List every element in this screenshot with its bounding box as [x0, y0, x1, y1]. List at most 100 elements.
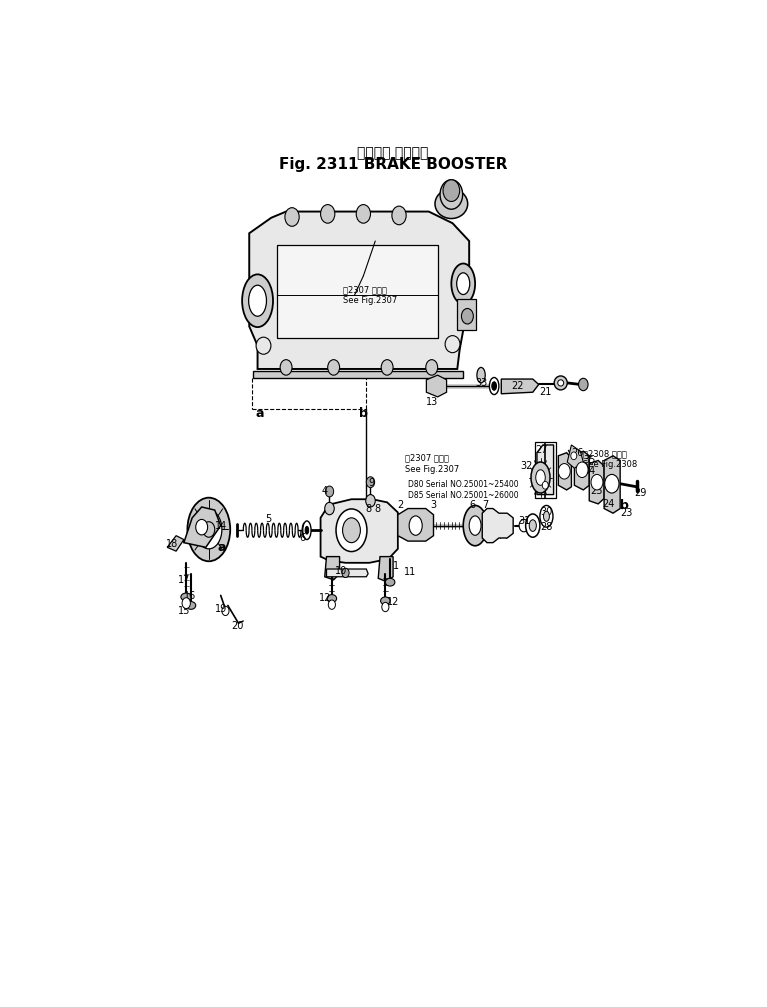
- Text: D80 Serial NO.25001~25400
D85 Serial NO.25001~26000: D80 Serial NO.25001~25400 D85 Serial NO.…: [408, 480, 518, 500]
- Circle shape: [321, 204, 335, 224]
- Ellipse shape: [380, 597, 390, 604]
- Ellipse shape: [303, 521, 311, 540]
- Circle shape: [576, 462, 588, 477]
- Ellipse shape: [544, 512, 549, 522]
- Circle shape: [325, 486, 334, 496]
- Text: ブレーキ ブースタ: ブレーキ ブースタ: [357, 146, 429, 160]
- Bar: [457, 299, 476, 330]
- Text: 17: 17: [178, 575, 190, 585]
- Circle shape: [285, 207, 299, 227]
- Circle shape: [382, 602, 389, 611]
- Polygon shape: [398, 509, 433, 541]
- Text: 図2307 図参照
See Fig.2307: 図2307 図参照 See Fig.2307: [343, 285, 397, 305]
- Ellipse shape: [435, 189, 468, 219]
- Ellipse shape: [536, 469, 545, 485]
- Text: a: a: [218, 541, 226, 554]
- Text: 7: 7: [482, 500, 489, 511]
- Text: 2: 2: [397, 500, 403, 511]
- Text: 9: 9: [368, 478, 374, 488]
- Ellipse shape: [540, 506, 553, 527]
- Polygon shape: [574, 451, 589, 490]
- Text: 19: 19: [215, 604, 227, 614]
- Ellipse shape: [555, 376, 568, 390]
- Text: b: b: [359, 408, 368, 421]
- Circle shape: [366, 494, 375, 507]
- Polygon shape: [482, 509, 513, 543]
- Circle shape: [367, 476, 374, 487]
- Ellipse shape: [443, 180, 459, 201]
- Text: 31: 31: [518, 516, 530, 526]
- Text: 24: 24: [602, 498, 614, 509]
- Ellipse shape: [529, 520, 536, 532]
- Text: 29: 29: [634, 488, 647, 498]
- Polygon shape: [184, 507, 221, 548]
- Ellipse shape: [451, 264, 475, 304]
- Ellipse shape: [343, 518, 360, 543]
- Polygon shape: [502, 379, 538, 394]
- Text: 3: 3: [430, 500, 436, 511]
- Circle shape: [558, 463, 570, 479]
- Text: 図2307 図参照
See Fig.2307: 図2307 図参照 See Fig.2307: [405, 453, 459, 473]
- Ellipse shape: [181, 593, 192, 601]
- Ellipse shape: [186, 601, 196, 609]
- Ellipse shape: [477, 368, 486, 383]
- Text: 20: 20: [232, 621, 244, 631]
- Circle shape: [328, 359, 340, 376]
- Circle shape: [324, 502, 334, 515]
- Ellipse shape: [558, 380, 564, 386]
- Ellipse shape: [525, 514, 540, 537]
- Text: 8: 8: [365, 504, 371, 514]
- Circle shape: [392, 206, 407, 225]
- Ellipse shape: [469, 516, 481, 536]
- Ellipse shape: [492, 382, 496, 391]
- Text: 10: 10: [335, 566, 347, 576]
- Ellipse shape: [327, 594, 337, 602]
- Ellipse shape: [249, 285, 266, 316]
- Text: 32: 32: [520, 461, 532, 471]
- Ellipse shape: [256, 337, 271, 354]
- Text: 23: 23: [621, 509, 633, 519]
- Text: 22: 22: [511, 381, 523, 391]
- Text: b: b: [621, 498, 629, 512]
- Text: 4: 4: [322, 486, 328, 496]
- Text: 11: 11: [403, 567, 416, 577]
- Text: 26: 26: [571, 448, 584, 458]
- Text: 8: 8: [374, 504, 380, 514]
- Circle shape: [280, 359, 292, 376]
- Ellipse shape: [305, 527, 308, 534]
- Text: 28: 28: [541, 523, 553, 532]
- Text: 16: 16: [184, 591, 196, 601]
- Text: Fig. 2311 BRAKE BOOSTER: Fig. 2311 BRAKE BOOSTER: [279, 157, 507, 172]
- Text: 30: 30: [541, 507, 553, 517]
- Polygon shape: [327, 569, 368, 577]
- Polygon shape: [558, 453, 571, 490]
- Polygon shape: [426, 376, 446, 397]
- Polygon shape: [568, 445, 583, 468]
- Circle shape: [462, 308, 473, 324]
- Circle shape: [604, 474, 619, 493]
- Ellipse shape: [531, 462, 550, 493]
- Text: 12: 12: [319, 593, 331, 603]
- Text: 13: 13: [426, 397, 439, 407]
- Polygon shape: [167, 536, 184, 551]
- Polygon shape: [604, 456, 621, 514]
- Ellipse shape: [445, 335, 460, 352]
- Polygon shape: [321, 499, 398, 563]
- Circle shape: [578, 379, 588, 391]
- Bar: [535, 442, 556, 497]
- Ellipse shape: [302, 523, 308, 538]
- Circle shape: [426, 359, 438, 376]
- Polygon shape: [253, 371, 463, 379]
- Circle shape: [519, 520, 528, 532]
- Circle shape: [542, 481, 548, 489]
- Text: 25: 25: [591, 486, 603, 496]
- Ellipse shape: [456, 273, 469, 294]
- Text: 34: 34: [583, 466, 595, 476]
- Circle shape: [356, 204, 370, 224]
- Circle shape: [196, 520, 208, 535]
- Polygon shape: [378, 557, 393, 581]
- Text: 35: 35: [583, 455, 596, 465]
- Circle shape: [182, 598, 190, 608]
- Ellipse shape: [385, 578, 395, 586]
- Ellipse shape: [336, 509, 367, 552]
